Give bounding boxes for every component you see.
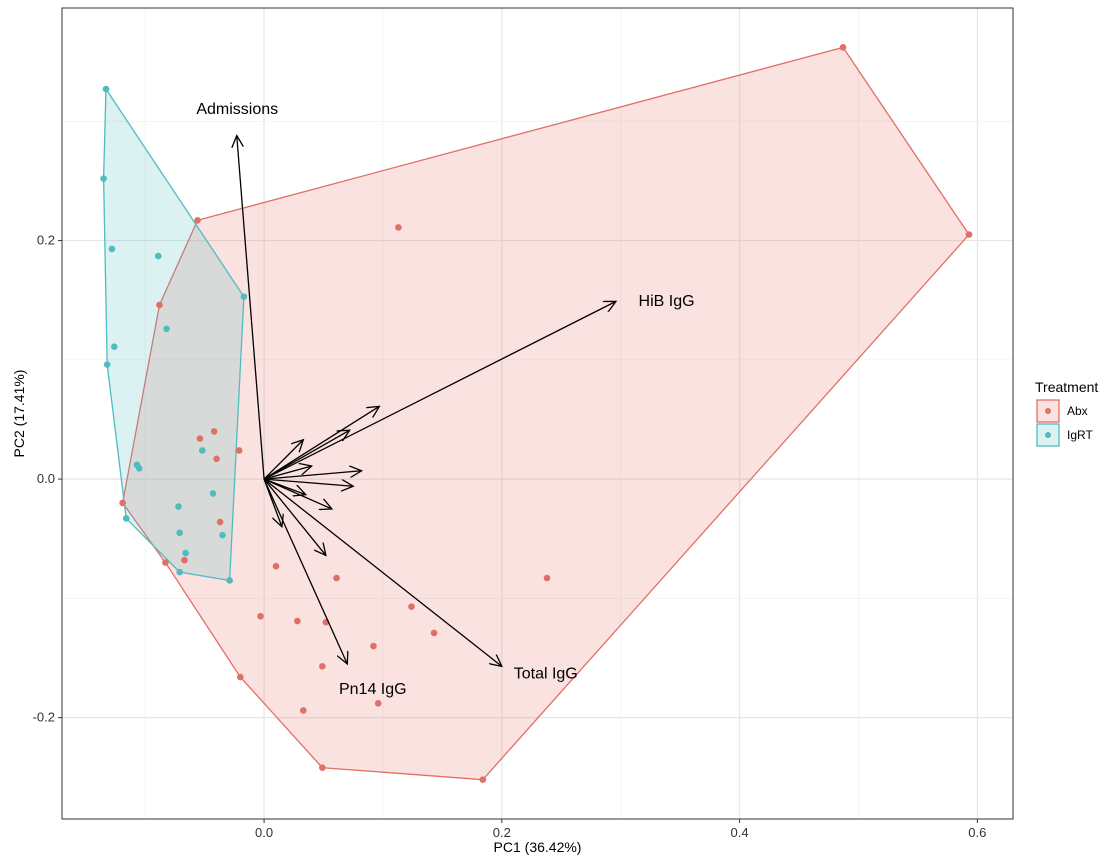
point-abx	[210, 428, 218, 435]
y-axis-title: PC2 (17.41%)	[11, 370, 27, 458]
point-abx	[300, 707, 307, 714]
point-igrt	[176, 529, 183, 537]
point-igrt	[226, 577, 233, 584]
point-abx	[235, 447, 243, 454]
loading-arrows: Admissions HiB IgG Total IgG Pn14 IgG	[196, 101, 694, 698]
point-igrt	[100, 175, 107, 182]
loading-arrow	[264, 471, 361, 480]
loading-arrow	[263, 430, 350, 480]
x-tick-label: 0.4	[731, 825, 749, 840]
x-axis-ticks: 0.0 0.2 0.4 0.6	[255, 819, 986, 840]
point-abx	[333, 574, 340, 582]
scatter-points	[100, 44, 973, 783]
panel-border	[61, 7, 1014, 820]
point-abx	[839, 44, 847, 51]
point-abx	[319, 764, 326, 772]
point-abx	[319, 663, 326, 670]
point-igrt	[240, 293, 248, 300]
point-abx	[408, 603, 415, 611]
legend: Treatment Abx IgRT	[1035, 379, 1098, 447]
point-igrt	[111, 343, 118, 351]
point-igrt	[175, 503, 182, 510]
loading-arrow	[263, 478, 306, 495]
point-abx	[257, 612, 264, 620]
point-abx	[395, 224, 402, 231]
grid-lines	[62, 8, 1013, 819]
point-abx	[216, 518, 224, 526]
y-tick-label: 0.0	[37, 471, 55, 486]
legend-label-abx: Abx	[1067, 404, 1088, 418]
loading-label: Pn14 IgG	[339, 681, 407, 698]
point-abx	[156, 301, 163, 309]
x-axis-title: PC1 (36.42%)	[494, 839, 582, 855]
x-tick-label: 0.0	[255, 825, 273, 840]
point-igrt	[219, 531, 226, 539]
loading-arrow	[263, 301, 616, 480]
hull-abx	[121, 46, 970, 781]
point-abx	[543, 574, 551, 582]
loading-arrow	[263, 440, 303, 480]
point-abx	[196, 435, 204, 442]
loading-arrow	[263, 478, 326, 555]
legend-dot-igrt	[1045, 432, 1051, 438]
loading-label: Total IgG	[514, 665, 578, 682]
point-abx	[370, 642, 377, 650]
point-abx	[119, 499, 126, 507]
x-tick-label: 0.6	[968, 825, 986, 840]
loading-arrow	[263, 466, 312, 480]
loading-label: HiB IgG	[639, 293, 695, 310]
point-abx	[181, 556, 188, 564]
hull-igrt	[102, 87, 245, 582]
x-tick-label: 0.2	[493, 825, 511, 840]
point-igrt	[103, 361, 111, 368]
point-abx	[479, 776, 487, 783]
point-abx	[965, 231, 973, 238]
point-abx	[272, 562, 280, 570]
point-igrt	[108, 245, 116, 253]
point-igrt	[102, 85, 110, 93]
point-abx	[237, 673, 244, 681]
point-abx	[430, 629, 438, 637]
loading-arrow	[263, 478, 502, 666]
point-abx	[294, 617, 301, 625]
point-abx	[213, 455, 220, 463]
y-tick-label: -0.2	[33, 710, 55, 725]
point-igrt	[182, 549, 189, 557]
loading-arrow	[263, 406, 379, 480]
point-igrt	[163, 325, 170, 333]
point-abx	[162, 559, 169, 566]
point-igrt	[154, 252, 162, 260]
y-axis-ticks: -0.2 0.0 0.2	[33, 233, 62, 725]
point-igrt	[209, 490, 217, 497]
point-abx	[194, 216, 201, 224]
point-igrt	[176, 568, 183, 576]
point-igrt	[198, 447, 206, 454]
loading-arrow	[237, 136, 265, 480]
legend-title: Treatment	[1035, 379, 1098, 395]
legend-label-igrt: IgRT	[1067, 428, 1093, 442]
point-igrt	[135, 465, 143, 472]
loading-arrow	[263, 478, 347, 664]
point-abx	[374, 700, 382, 707]
loading-label: Admissions	[196, 101, 278, 118]
loading-arrow	[264, 478, 353, 486]
point-igrt	[122, 515, 130, 522]
loading-arrow	[263, 478, 282, 527]
convex-hulls	[102, 46, 970, 781]
y-tick-label: 0.2	[37, 233, 55, 248]
legend-dot-abx	[1045, 408, 1051, 414]
